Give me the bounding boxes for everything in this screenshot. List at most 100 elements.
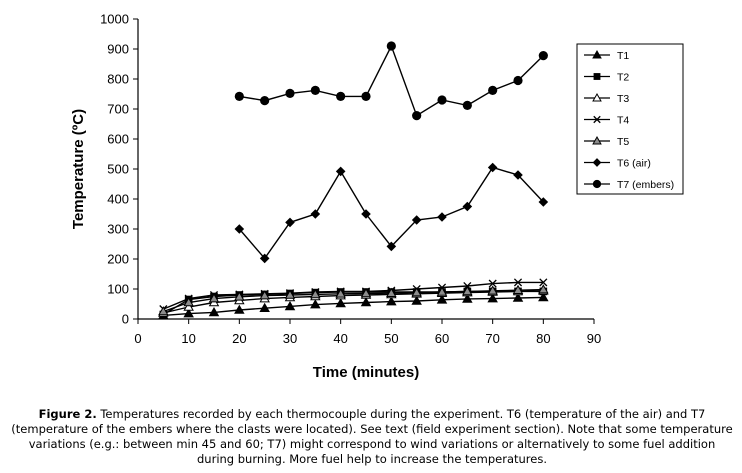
data-point: [259, 253, 270, 264]
x-tick-label: 90: [587, 331, 601, 346]
legend-marker: [592, 158, 602, 167]
data-point: [436, 294, 448, 304]
data-point: [360, 288, 372, 298]
y-tick-label: 300: [107, 222, 129, 237]
x-axis: 0 10 20 30 40 50 60 70 80 90: [134, 318, 601, 346]
y-axis-title: Temperature (ºC): [70, 109, 87, 229]
data-point: [234, 291, 245, 301]
series-6: [234, 41, 548, 121]
x-tick-label: 40: [333, 331, 347, 346]
y-tick-label: 700: [107, 102, 129, 117]
data-point: [234, 224, 245, 234]
data-point: [361, 209, 371, 219]
legend-item: T6 (air): [584, 158, 651, 170]
plot-area: [138, 19, 594, 319]
data-point: [310, 85, 320, 95]
data-point: [487, 293, 498, 303]
data-point: [310, 299, 321, 309]
data-point: [310, 209, 321, 219]
data-point: [386, 41, 396, 51]
data-point: [284, 289, 296, 299]
data-point: [512, 292, 524, 302]
legend-marker: [592, 179, 602, 189]
series-line: [163, 288, 544, 313]
data-point: [538, 197, 549, 207]
legend-marker: [592, 93, 602, 102]
x-tick-label: 0: [134, 331, 141, 346]
figure-caption: Figure 2. Temperatures recorded by each …: [10, 407, 734, 467]
x-tick-label: 10: [181, 331, 195, 346]
data-point: [208, 306, 220, 317]
data-point: [360, 297, 372, 307]
legend-item: T7 (embers): [584, 179, 674, 191]
data-point: [284, 300, 296, 311]
data-point: [538, 51, 548, 61]
legend-marker: [592, 50, 602, 59]
y-tick-label: 500: [107, 162, 129, 177]
y-tick-label: 1000: [100, 12, 129, 27]
data-point: [513, 170, 523, 180]
data-point: [411, 215, 422, 225]
x-axis-title: Time (minutes): [313, 364, 419, 381]
data-point: [436, 286, 448, 296]
caption-text: Temperatures recorded by each thermocoup…: [11, 407, 733, 466]
legend-items: T1 T2 T3 T4 T5 T6 (air) T7 (embers): [584, 50, 674, 191]
x-tick-label: 80: [536, 331, 550, 346]
data-point: [538, 284, 549, 294]
data-point: [538, 291, 549, 302]
data-point: [513, 278, 523, 287]
legend-item: T4: [584, 115, 629, 127]
data-point: [411, 295, 422, 305]
legend-label: T5: [617, 136, 629, 148]
data-point: [361, 91, 371, 101]
data-point: [487, 162, 498, 173]
y-tick-label: 600: [107, 132, 129, 147]
data-point: [335, 288, 346, 298]
y-tick-label: 100: [107, 282, 129, 297]
data-point: [488, 85, 498, 95]
data-point: [335, 297, 346, 308]
data-point: [513, 75, 523, 86]
legend-marker: [593, 115, 601, 124]
legend-label: T1: [617, 50, 629, 62]
x-tick-label: 20: [232, 331, 246, 346]
legend-label: T7 (embers): [617, 179, 674, 191]
y-tick-label: 800: [107, 72, 129, 87]
data-point: [411, 287, 422, 297]
series-line: [163, 290, 544, 314]
data-point: [539, 278, 548, 287]
data-point: [512, 284, 524, 294]
data-point: [488, 279, 497, 288]
data-point: [158, 306, 169, 316]
legend-marker: [593, 73, 601, 80]
y-tick-label: 400: [107, 192, 129, 207]
y-tick-label: 200: [107, 252, 129, 267]
legend-label: T3: [617, 93, 629, 105]
legend-item: T1: [584, 50, 629, 62]
series-layer: [158, 41, 549, 320]
data-point: [183, 308, 194, 318]
data-point: [208, 293, 220, 303]
data-point: [386, 241, 397, 252]
data-point: [462, 100, 472, 110]
temperature-chart: 0 100 200 300 400 500 600 700 800 900 1000 0 10 20 30…: [70, 12, 684, 381]
data-point: [386, 287, 397, 297]
legend-item: T5: [584, 136, 629, 148]
legend-item: T2: [584, 72, 629, 84]
data-point: [234, 91, 244, 101]
data-point: [462, 201, 473, 212]
x-tick-label: 60: [435, 331, 449, 346]
series-5: [234, 162, 549, 264]
data-point: [259, 302, 270, 312]
data-point: [260, 96, 270, 106]
data-point: [437, 95, 447, 105]
data-point: [285, 88, 295, 98]
legend-label: T4: [617, 115, 629, 127]
data-point: [412, 111, 422, 121]
data-point: [462, 285, 473, 296]
y-axis: 0 100 200 300 400 500 600 700 800 900 1000: [100, 12, 139, 327]
data-point: [234, 304, 245, 314]
legend-item: T3: [584, 93, 629, 105]
x-tick-label: 50: [384, 331, 398, 346]
data-point: [183, 297, 194, 307]
